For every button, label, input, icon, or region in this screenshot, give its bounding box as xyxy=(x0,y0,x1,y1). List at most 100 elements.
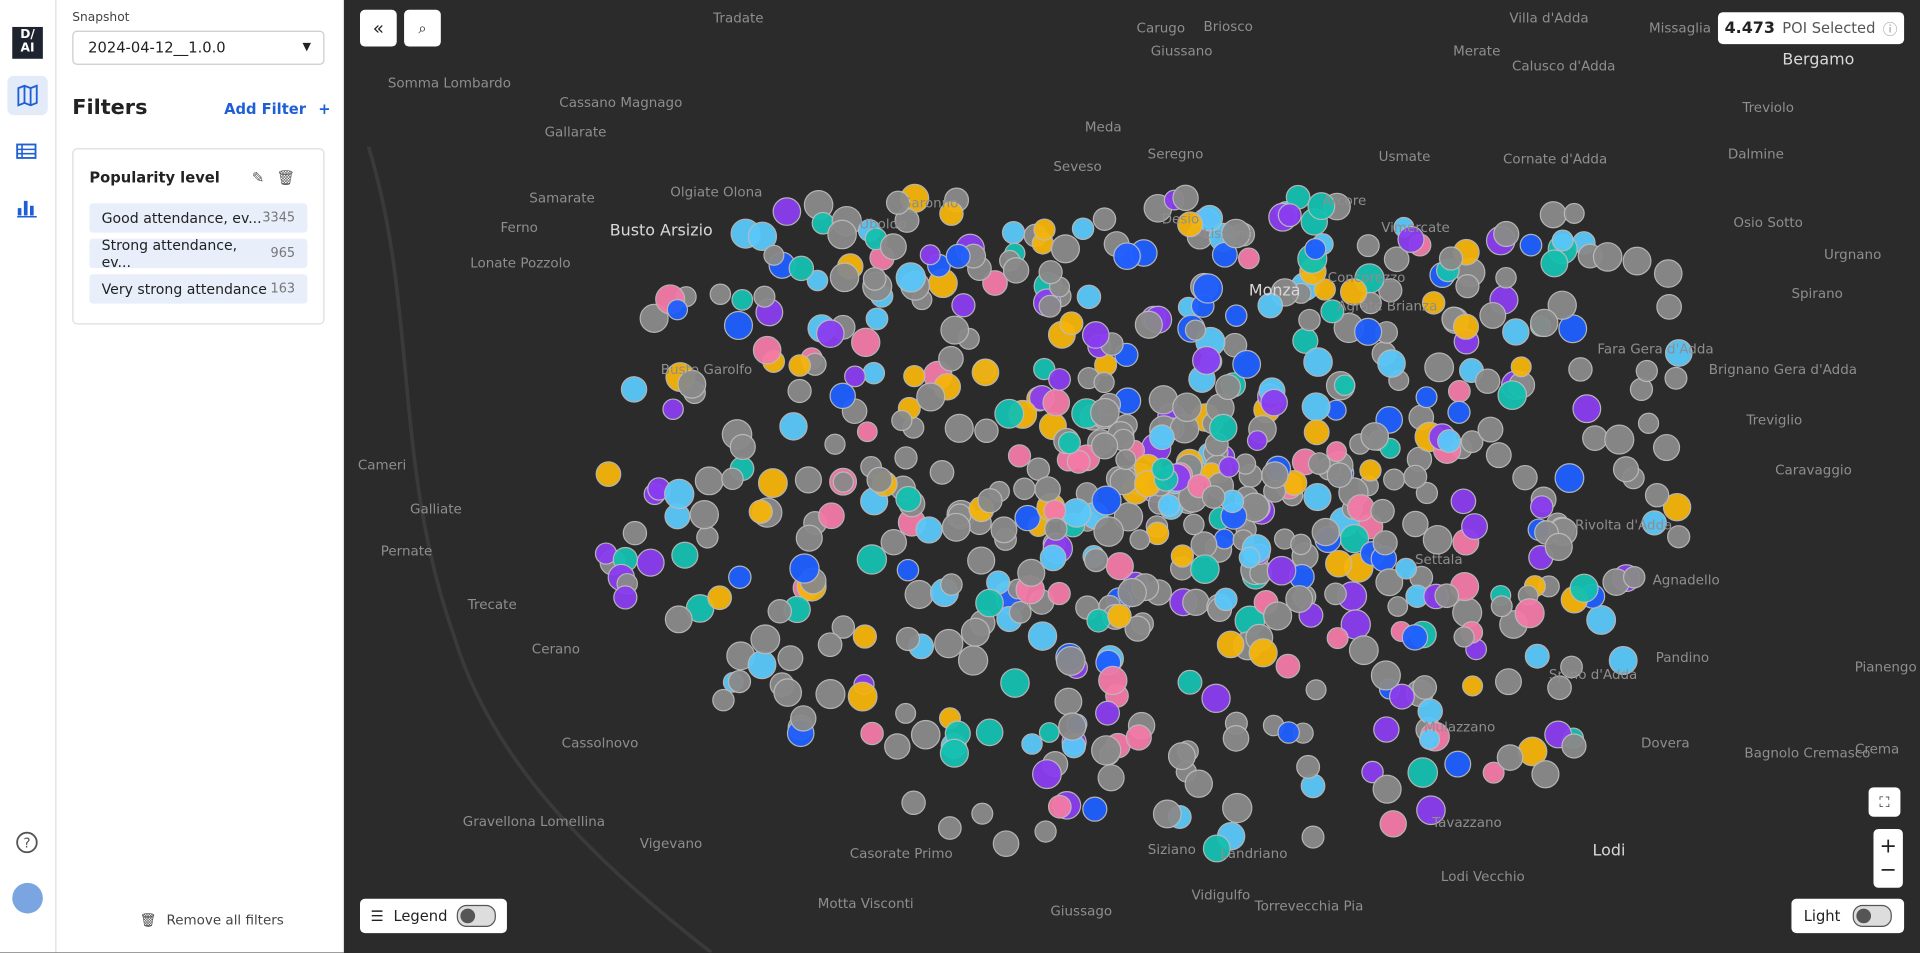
poi-marker[interactable] xyxy=(1050,234,1081,264)
poi-marker[interactable] xyxy=(1417,698,1443,724)
poi-marker[interactable] xyxy=(1444,750,1472,778)
poi-marker[interactable] xyxy=(1151,457,1175,481)
poi-marker[interactable] xyxy=(919,244,941,266)
poi-marker[interactable] xyxy=(1407,757,1439,788)
poi-marker[interactable] xyxy=(747,221,778,252)
poi-marker[interactable] xyxy=(967,546,996,575)
poi-marker[interactable] xyxy=(1261,461,1289,489)
poi-marker[interactable] xyxy=(662,398,684,421)
poi-marker[interactable] xyxy=(1044,517,1068,541)
poi-marker[interactable] xyxy=(982,270,1008,296)
poi-marker[interactable] xyxy=(1215,374,1242,401)
poi-marker[interactable] xyxy=(1519,233,1543,257)
poi-marker[interactable] xyxy=(1637,412,1660,434)
poi-marker[interactable] xyxy=(1333,374,1356,397)
poi-marker[interactable] xyxy=(750,624,781,655)
poi-marker[interactable] xyxy=(787,378,812,404)
poi-marker[interactable] xyxy=(721,467,744,491)
poi-marker[interactable] xyxy=(915,516,943,544)
poi-marker[interactable] xyxy=(1238,546,1261,569)
poi-marker[interactable] xyxy=(1402,510,1429,538)
poi-marker[interactable] xyxy=(815,678,846,710)
poi-marker[interactable] xyxy=(767,599,793,624)
list-nav[interactable] xyxy=(15,142,39,162)
poi-marker[interactable] xyxy=(1000,668,1030,698)
poi-marker[interactable] xyxy=(1412,675,1438,700)
poi-marker[interactable] xyxy=(1379,810,1407,838)
poi-marker[interactable] xyxy=(1622,246,1652,276)
poi-marker[interactable] xyxy=(1042,388,1071,417)
poi-marker[interactable] xyxy=(1301,825,1325,849)
poi-marker[interactable] xyxy=(1190,554,1220,584)
poi-marker[interactable] xyxy=(862,361,886,385)
chart-nav[interactable] xyxy=(16,197,38,219)
poi-marker[interactable] xyxy=(901,790,926,816)
poi-marker[interactable] xyxy=(636,548,665,577)
poi-marker[interactable] xyxy=(1071,217,1095,241)
poi-marker[interactable] xyxy=(1083,547,1109,573)
poi-marker[interactable] xyxy=(895,626,921,652)
poi-marker[interactable] xyxy=(748,499,773,524)
poi-marker[interactable] xyxy=(1560,655,1583,679)
poi-marker[interactable] xyxy=(1320,299,1345,324)
poi-marker[interactable] xyxy=(904,579,934,610)
filter-chip[interactable]: Strong attendance, ev... 965 xyxy=(89,236,308,271)
poi-marker[interactable] xyxy=(1582,425,1608,451)
poi-marker[interactable] xyxy=(1248,638,1278,668)
poi-marker[interactable] xyxy=(1479,301,1507,329)
poi-marker[interactable] xyxy=(1263,601,1293,631)
poi-marker[interactable] xyxy=(1461,513,1489,541)
poi-marker[interactable] xyxy=(1514,598,1545,629)
poi-marker[interactable] xyxy=(1388,683,1415,710)
poi-marker[interactable] xyxy=(1644,482,1670,508)
poi-marker[interactable] xyxy=(1237,247,1260,270)
poi-marker[interactable] xyxy=(824,433,846,455)
poi-marker[interactable] xyxy=(1192,345,1222,376)
poi-marker[interactable] xyxy=(728,565,752,589)
poi-marker[interactable] xyxy=(622,520,648,546)
poi-marker[interactable] xyxy=(1125,724,1152,751)
poi-marker[interactable] xyxy=(712,688,735,712)
poi-marker[interactable] xyxy=(896,558,920,582)
poi-marker[interactable] xyxy=(827,219,857,250)
poi-marker[interactable] xyxy=(1415,386,1438,409)
poi-marker[interactable] xyxy=(1090,397,1120,428)
poi-marker[interactable] xyxy=(709,283,732,306)
poi-marker[interactable] xyxy=(1107,603,1132,629)
legend-toggle[interactable]: ☰ Legend xyxy=(360,898,507,934)
poi-marker[interactable] xyxy=(1460,430,1484,454)
poi-marker[interactable] xyxy=(929,460,955,485)
poi-marker[interactable] xyxy=(895,702,917,724)
poi-marker[interactable] xyxy=(895,485,922,513)
poi-marker[interactable] xyxy=(1325,550,1353,578)
poi-marker[interactable] xyxy=(1058,712,1087,741)
poi-marker[interactable] xyxy=(1170,544,1195,568)
poi-marker[interactable] xyxy=(1201,683,1231,714)
poi-marker[interactable] xyxy=(1066,449,1091,474)
poi-marker[interactable] xyxy=(1664,366,1688,390)
poi-marker[interactable] xyxy=(1008,600,1032,624)
poi-marker[interactable] xyxy=(851,327,881,358)
poi-marker[interactable] xyxy=(1452,313,1480,340)
poi-marker[interactable] xyxy=(1450,488,1477,515)
poi-marker[interactable] xyxy=(1305,679,1327,701)
poi-marker[interactable] xyxy=(1360,422,1390,451)
poi-marker[interactable] xyxy=(1326,441,1347,463)
poi-marker[interactable] xyxy=(772,197,802,226)
poi-marker[interactable] xyxy=(1652,433,1681,462)
zoom-controls[interactable]: + − xyxy=(1873,828,1903,888)
poi-marker[interactable] xyxy=(1184,769,1213,798)
poi-marker[interactable] xyxy=(1221,218,1251,249)
poi-marker[interactable] xyxy=(1604,424,1635,455)
poi-marker[interactable] xyxy=(1222,725,1250,752)
poi-marker[interactable] xyxy=(1167,742,1196,771)
poi-marker[interactable] xyxy=(1419,728,1441,751)
poi-marker[interactable] xyxy=(1547,290,1577,320)
poi-marker[interactable] xyxy=(1447,400,1471,424)
poi-marker[interactable] xyxy=(1561,733,1587,759)
poi-marker[interactable] xyxy=(1496,744,1524,771)
poi-marker[interactable] xyxy=(1372,530,1398,556)
poi-marker[interactable] xyxy=(1201,485,1226,509)
poi-marker[interactable] xyxy=(1493,220,1520,248)
poi-marker[interactable] xyxy=(1311,517,1340,547)
